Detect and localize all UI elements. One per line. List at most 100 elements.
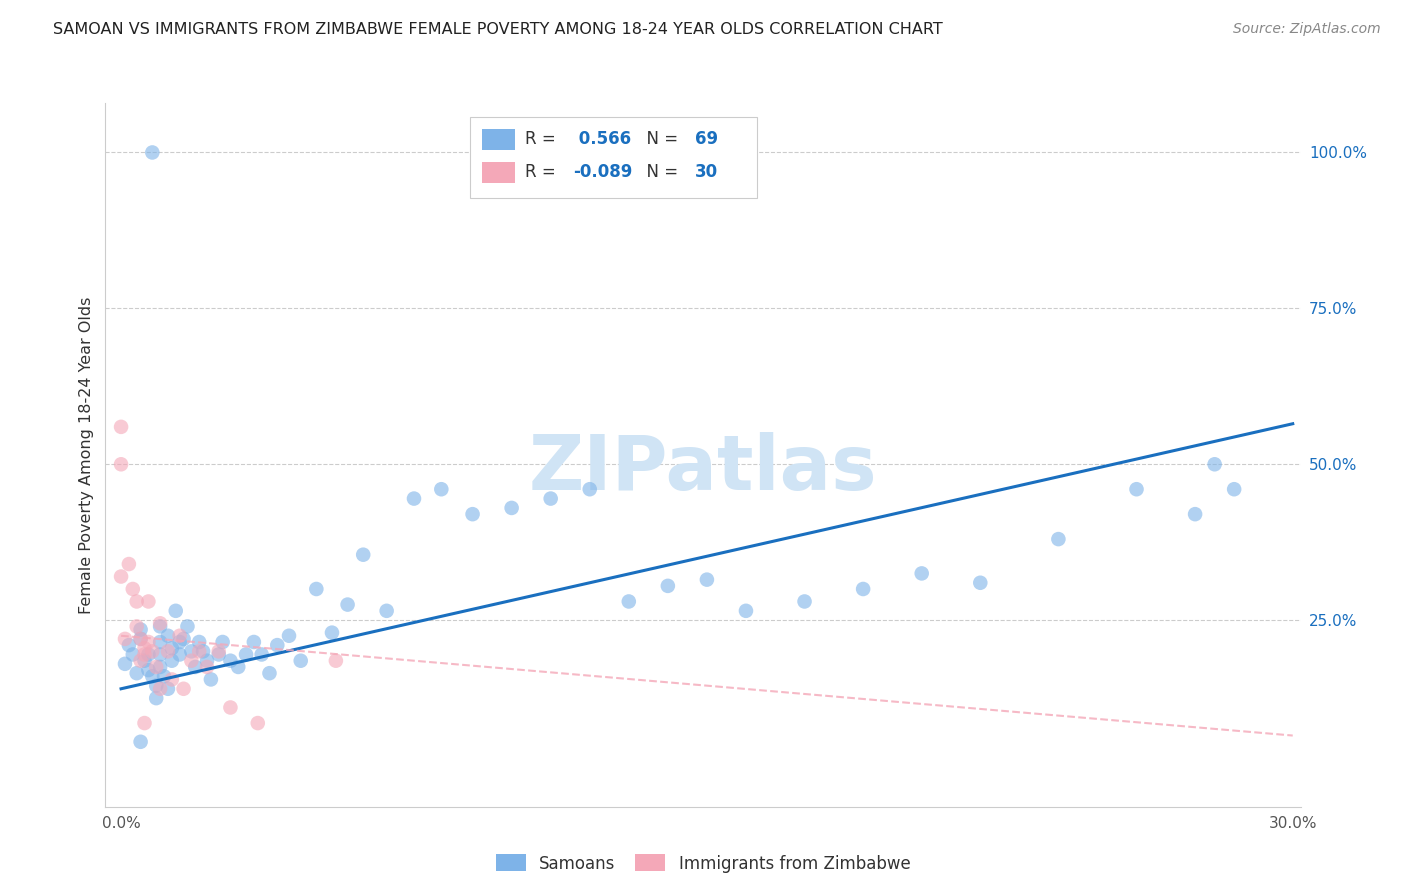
Point bbox=[134, 654, 156, 668]
Point bbox=[219, 654, 242, 668]
Point bbox=[138, 594, 160, 608]
Text: -0.089: -0.089 bbox=[572, 163, 633, 181]
Point bbox=[617, 594, 640, 608]
Point bbox=[208, 648, 231, 662]
Point bbox=[246, 716, 269, 731]
Point bbox=[125, 666, 148, 681]
Point bbox=[110, 569, 132, 583]
Point bbox=[134, 641, 156, 656]
Point bbox=[149, 648, 172, 662]
Point bbox=[259, 666, 281, 681]
Point bbox=[110, 420, 132, 434]
Point bbox=[156, 629, 179, 643]
Y-axis label: Female Poverty Among 18-24 Year Olds: Female Poverty Among 18-24 Year Olds bbox=[79, 296, 94, 614]
Point bbox=[195, 654, 218, 668]
Point bbox=[138, 635, 160, 649]
Point bbox=[173, 632, 195, 646]
Point bbox=[969, 575, 991, 590]
FancyBboxPatch shape bbox=[482, 162, 516, 183]
Point bbox=[180, 644, 202, 658]
Point bbox=[1125, 482, 1147, 496]
Point bbox=[226, 660, 249, 674]
Point bbox=[430, 482, 453, 496]
Point bbox=[121, 648, 143, 662]
Point bbox=[793, 594, 815, 608]
Point bbox=[336, 598, 359, 612]
Point bbox=[325, 654, 347, 668]
Point bbox=[1047, 532, 1070, 546]
Point bbox=[138, 648, 160, 662]
Point bbox=[402, 491, 425, 506]
Point bbox=[149, 681, 172, 696]
Point bbox=[121, 582, 143, 596]
Point bbox=[1184, 507, 1206, 521]
Text: Source: ZipAtlas.com: Source: ZipAtlas.com bbox=[1233, 22, 1381, 37]
Point bbox=[114, 632, 136, 646]
FancyBboxPatch shape bbox=[470, 117, 756, 198]
Point bbox=[165, 604, 187, 618]
Point bbox=[169, 629, 191, 643]
Point bbox=[118, 557, 141, 571]
Point bbox=[169, 648, 191, 662]
Point bbox=[219, 700, 242, 714]
Point bbox=[129, 623, 152, 637]
Point bbox=[149, 616, 172, 631]
Point bbox=[160, 673, 183, 687]
Point bbox=[1204, 457, 1226, 471]
Point bbox=[696, 573, 718, 587]
Point bbox=[176, 619, 198, 633]
Text: 30: 30 bbox=[695, 163, 717, 181]
Point bbox=[114, 657, 136, 671]
Point bbox=[211, 635, 233, 649]
Legend: Samoans, Immigrants from Zimbabwe: Samoans, Immigrants from Zimbabwe bbox=[489, 847, 917, 880]
Point bbox=[145, 660, 167, 674]
Point bbox=[160, 641, 183, 656]
Point bbox=[735, 604, 758, 618]
Point bbox=[375, 604, 398, 618]
Text: 0.566: 0.566 bbox=[572, 130, 631, 148]
Point bbox=[118, 638, 141, 652]
Point bbox=[321, 625, 343, 640]
Point bbox=[461, 507, 484, 521]
Point bbox=[110, 457, 132, 471]
Point bbox=[129, 654, 152, 668]
Point bbox=[243, 635, 266, 649]
Point bbox=[578, 482, 600, 496]
Point bbox=[180, 654, 202, 668]
Point bbox=[208, 644, 231, 658]
Point bbox=[145, 679, 167, 693]
Point bbox=[129, 632, 152, 646]
Point bbox=[188, 644, 211, 658]
Point bbox=[250, 648, 273, 662]
Point bbox=[200, 673, 222, 687]
Point bbox=[156, 681, 179, 696]
Point bbox=[540, 491, 562, 506]
Point bbox=[138, 663, 160, 677]
Point bbox=[129, 632, 152, 646]
Point bbox=[235, 648, 257, 662]
Text: 69: 69 bbox=[695, 130, 717, 148]
Point bbox=[290, 654, 312, 668]
Point bbox=[266, 638, 288, 652]
Point bbox=[129, 735, 152, 749]
Point bbox=[169, 635, 191, 649]
Point bbox=[160, 654, 183, 668]
Point bbox=[156, 644, 179, 658]
Text: N =: N = bbox=[636, 163, 683, 181]
Text: R =: R = bbox=[524, 163, 561, 181]
Point bbox=[184, 660, 207, 674]
Point bbox=[149, 660, 172, 674]
Point bbox=[141, 669, 163, 683]
Point bbox=[657, 579, 679, 593]
Point bbox=[278, 629, 301, 643]
Point bbox=[173, 681, 195, 696]
Point bbox=[188, 635, 211, 649]
Text: R =: R = bbox=[524, 130, 561, 148]
Point bbox=[501, 500, 523, 515]
Point bbox=[1223, 482, 1246, 496]
Point bbox=[125, 594, 148, 608]
Point bbox=[134, 648, 156, 662]
Point bbox=[191, 644, 214, 658]
Text: SAMOAN VS IMMIGRANTS FROM ZIMBABWE FEMALE POVERTY AMONG 18-24 YEAR OLDS CORRELAT: SAMOAN VS IMMIGRANTS FROM ZIMBABWE FEMAL… bbox=[53, 22, 943, 37]
Text: N =: N = bbox=[636, 130, 683, 148]
